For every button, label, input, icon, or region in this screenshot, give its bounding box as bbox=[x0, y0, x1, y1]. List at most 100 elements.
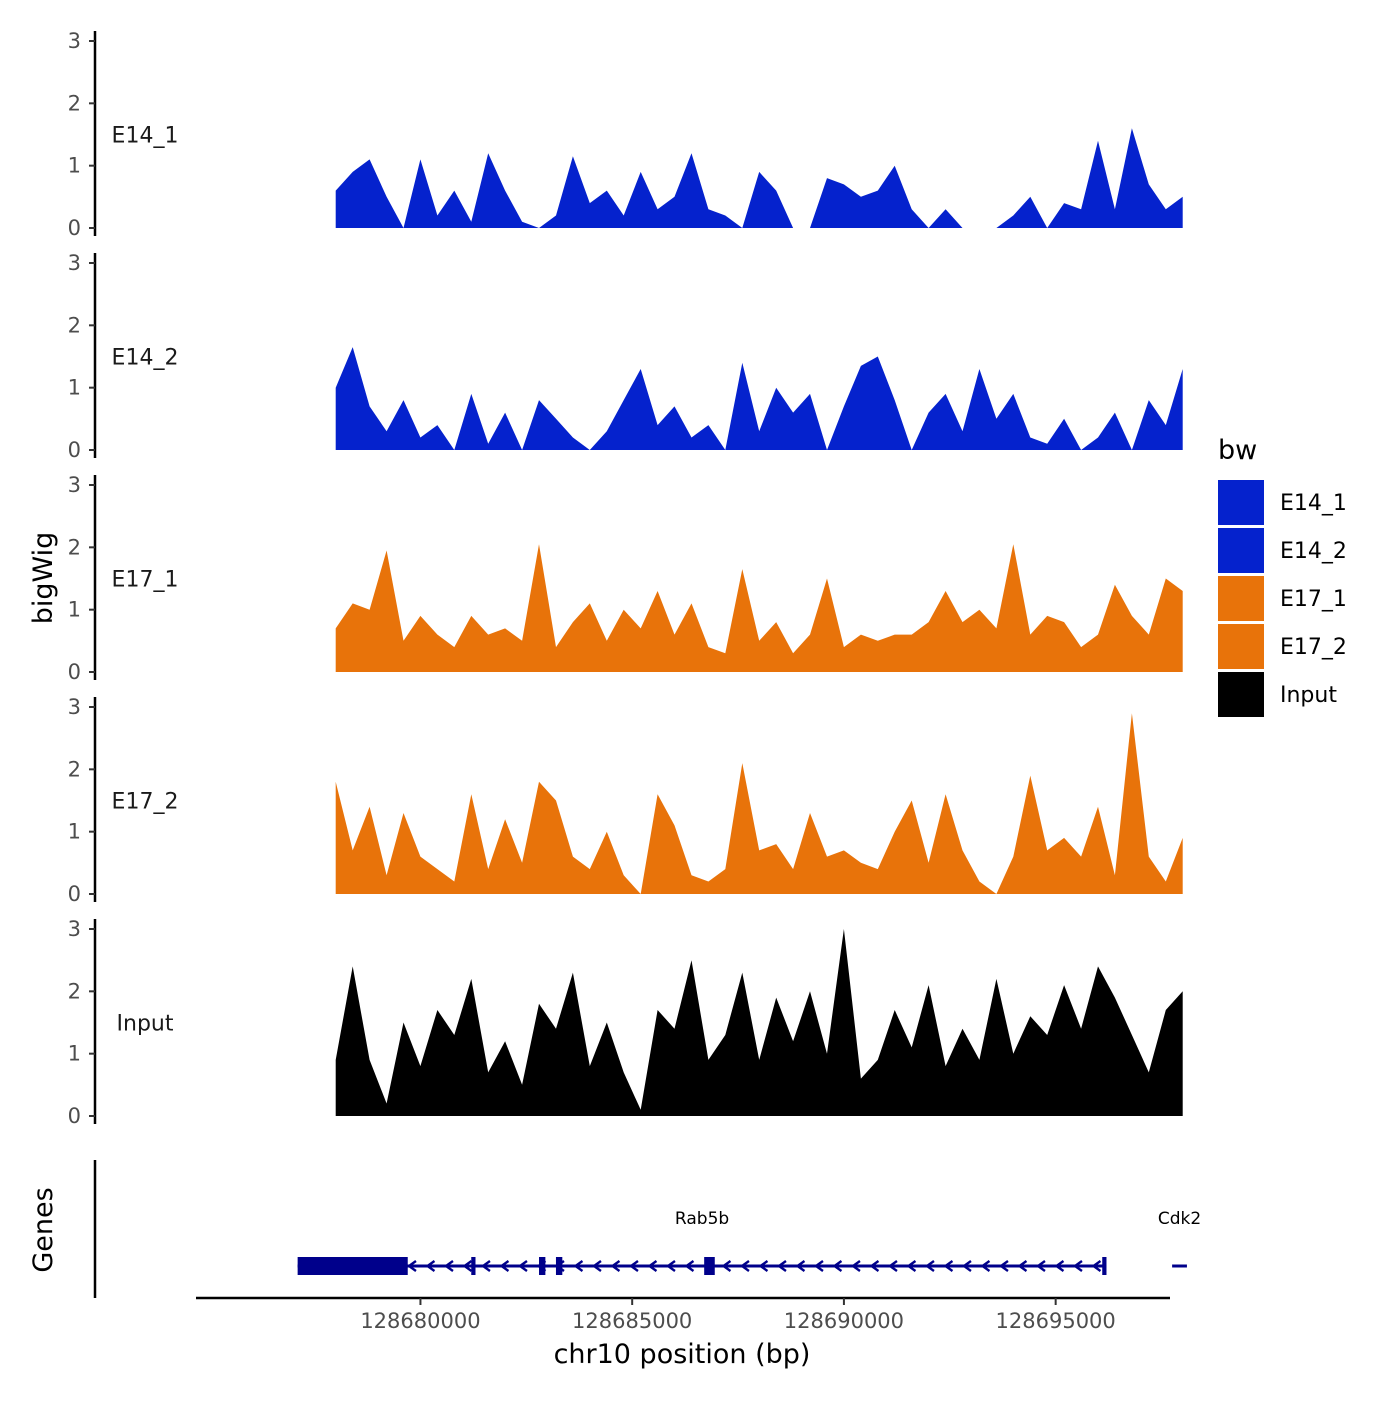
coverage-area-input bbox=[335, 929, 1183, 1116]
coverage-area-e17-1 bbox=[335, 544, 1183, 672]
strand-arrow-icon bbox=[1091, 1260, 1102, 1272]
strand-arrow-icon bbox=[1054, 1260, 1065, 1272]
y-tick-label: 0 bbox=[68, 216, 81, 240]
coverage-area-e17-2 bbox=[335, 713, 1183, 894]
strand-arrow-icon bbox=[906, 1260, 917, 1272]
legend-item-input: Input bbox=[1218, 672, 1337, 717]
strand-arrow-icon bbox=[795, 1260, 806, 1272]
y-tick-label: 2 bbox=[68, 979, 81, 1003]
y-tick-label: 0 bbox=[68, 438, 81, 462]
y-tick-label: 1 bbox=[68, 598, 81, 622]
legend-item-e17-2: E17_2 bbox=[1218, 624, 1347, 669]
gene-exon bbox=[704, 1257, 715, 1275]
strand-arrow-icon bbox=[924, 1260, 935, 1272]
strand-arrow-icon bbox=[647, 1260, 658, 1272]
legend-swatch bbox=[1218, 576, 1264, 621]
y-tick-label: 3 bbox=[68, 473, 81, 497]
gene-exon bbox=[297, 1257, 408, 1275]
x-tick-label: 128695000 bbox=[996, 1309, 1116, 1333]
track-input: 0 1 2 3 Input bbox=[68, 917, 1183, 1128]
y-tick-label: 2 bbox=[68, 535, 81, 559]
strand-arrow-icon bbox=[425, 1260, 436, 1272]
y-tick-label: 0 bbox=[68, 1104, 81, 1128]
track-e14-1: 0 1 2 3 E14_1 bbox=[68, 29, 1183, 240]
y-tick-label: 1 bbox=[68, 1042, 81, 1066]
y-tick-label: 3 bbox=[68, 251, 81, 275]
strand-arrow-icon bbox=[887, 1260, 898, 1272]
y-tick-label: 3 bbox=[68, 29, 81, 53]
strand-arrow-icon bbox=[980, 1260, 991, 1272]
legend-swatch bbox=[1218, 624, 1264, 669]
strand-arrow-icon bbox=[776, 1260, 787, 1272]
track-label-input: Input bbox=[117, 1012, 174, 1037]
strand-arrow-icon bbox=[480, 1260, 491, 1272]
gene-name-cdk2: Cdk2 bbox=[1158, 1209, 1201, 1229]
legend-swatch bbox=[1218, 528, 1264, 573]
y-tick-label: 0 bbox=[68, 882, 81, 906]
x-axis-title: chr10 position (bp) bbox=[554, 1339, 811, 1370]
y-tick-label: 3 bbox=[68, 917, 81, 941]
strand-arrow-icon bbox=[573, 1260, 584, 1272]
coverage-area-e14-2 bbox=[335, 347, 1183, 450]
gene-exon bbox=[539, 1257, 546, 1275]
legend-title: bw bbox=[1218, 435, 1257, 466]
x-tick-label: 128690000 bbox=[784, 1309, 904, 1333]
track-label-e14-2: E14_2 bbox=[112, 346, 179, 371]
gene-cdk2: Cdk2 bbox=[1158, 1209, 1201, 1268]
strand-arrow-icon bbox=[832, 1260, 843, 1272]
y-tick-label: 0 bbox=[68, 660, 81, 684]
y-tick-label: 2 bbox=[68, 757, 81, 781]
x-tick-label: 128680000 bbox=[360, 1309, 480, 1333]
x-axis: 128680000 128685000 128690000 128695000 bbox=[196, 1296, 1170, 1333]
strand-arrow-icon bbox=[739, 1260, 750, 1272]
track-label-e17-2: E17_2 bbox=[112, 790, 179, 815]
legend-item-e14-2: E14_2 bbox=[1218, 528, 1347, 573]
coverage-area-e14-1 bbox=[335, 128, 1183, 228]
track-label-e17-1: E17_1 bbox=[112, 568, 179, 593]
strand-arrow-icon bbox=[1072, 1260, 1083, 1272]
track-e17-1: 0 1 2 3 E17_1 bbox=[68, 473, 1183, 684]
strand-arrow-icon bbox=[499, 1260, 510, 1272]
strand-arrow-icon bbox=[1017, 1260, 1028, 1272]
strand-arrow-icon bbox=[998, 1260, 1009, 1272]
legend-swatch bbox=[1218, 480, 1264, 525]
strand-arrow-icon bbox=[943, 1260, 954, 1272]
gene-rab5b: Rab5b bbox=[297, 1209, 1107, 1275]
genes-axis-title: Genes bbox=[28, 1187, 59, 1272]
legend: bw E14_1 E14_2 E17_1 E17_2 Input bbox=[1218, 435, 1347, 717]
gene-exon bbox=[1102, 1257, 1107, 1275]
track-e14-2: 0 1 2 3 E14_2 bbox=[68, 251, 1183, 462]
legend-item-e17-1: E17_1 bbox=[1218, 576, 1347, 621]
legend-item-e14-1: E14_1 bbox=[1218, 480, 1347, 525]
strand-arrow-icon bbox=[813, 1260, 824, 1272]
strand-arrow-icon bbox=[869, 1260, 880, 1272]
legend-label: E17_2 bbox=[1280, 635, 1347, 660]
y-tick-label: 1 bbox=[68, 376, 81, 400]
strand-arrow-icon bbox=[443, 1260, 454, 1272]
track-label-e14-1: E14_1 bbox=[112, 124, 179, 149]
legend-label: Input bbox=[1280, 683, 1337, 708]
x-tick-label: 128685000 bbox=[572, 1309, 692, 1333]
strand-arrow-icon bbox=[1035, 1260, 1046, 1272]
strand-arrow-icon bbox=[610, 1260, 621, 1272]
legend-label: E14_2 bbox=[1280, 539, 1347, 564]
track-panels: 0 1 2 3 E14_1 0 1 2 3 E14_2 0 1 2 3 E17_1 0 1 2 3 E17_2 0 1 2 3… bbox=[68, 29, 1183, 1128]
legend-swatch bbox=[1218, 672, 1264, 717]
y-tick-label: 1 bbox=[68, 820, 81, 844]
strand-arrow-icon bbox=[628, 1260, 639, 1272]
y-axis-title: bigWig bbox=[28, 532, 59, 625]
strand-arrow-icon bbox=[684, 1260, 695, 1272]
y-tick-label: 2 bbox=[68, 313, 81, 337]
gene-exon bbox=[555, 1257, 563, 1275]
y-tick-label: 3 bbox=[68, 695, 81, 719]
strand-arrow-icon bbox=[665, 1260, 676, 1272]
track-e17-2: 0 1 2 3 E17_2 bbox=[68, 695, 1183, 906]
genes-panel: Rab5b Cdk2 bbox=[93, 1160, 1201, 1298]
strand-arrow-icon bbox=[517, 1260, 528, 1272]
strand-arrow-icon bbox=[721, 1260, 732, 1272]
strand-arrow-icon bbox=[406, 1260, 417, 1272]
y-tick-label: 1 bbox=[68, 154, 81, 178]
gene-exon bbox=[471, 1257, 476, 1275]
